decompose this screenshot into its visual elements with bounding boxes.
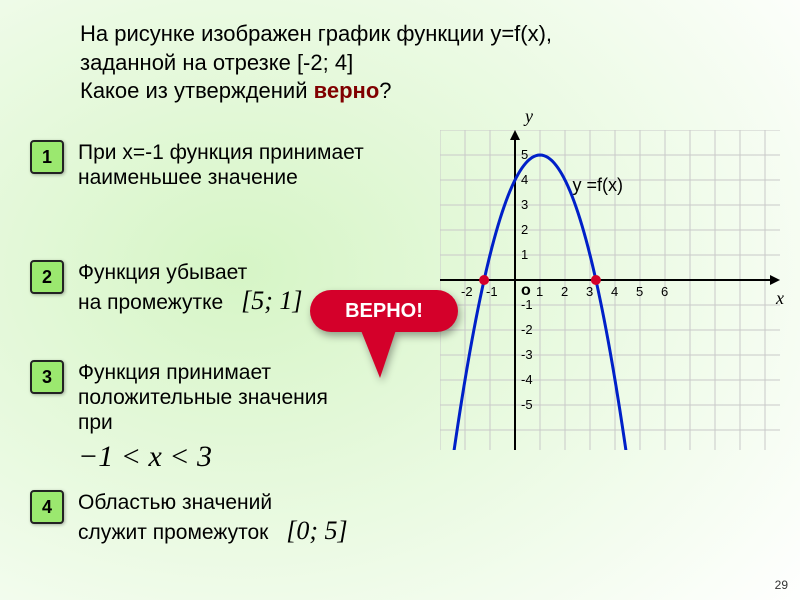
prompt-highlight: верно (314, 78, 380, 103)
prompt-line2: заданной на отрезке [-2; 4] (80, 50, 353, 75)
tick-label: 3 (586, 284, 593, 299)
tick-label: 3 (521, 197, 528, 212)
tick-label: 5 (521, 147, 528, 162)
option-button-4[interactable]: 4 (30, 490, 64, 524)
option-button-1[interactable]: 1 (30, 140, 64, 174)
tick-label: -4 (521, 372, 533, 387)
function-graph: -2-112345612345-1-2-3-4-5oyxy =f(x) (440, 130, 780, 450)
tick-label: o (521, 282, 531, 300)
option-text-1: При x=-1 функция принимаетнаименьшее зна… (78, 140, 364, 190)
tick-label: 4 (611, 284, 618, 299)
tick-label: 2 (521, 222, 528, 237)
option-text-3: Функция принимаетположительные значенияп… (78, 360, 328, 474)
option-1: 1 При x=-1 функция принимаетнаименьшее зн… (30, 140, 364, 190)
function-label: y =f(x) (573, 175, 624, 196)
option-button-2[interactable]: 2 (30, 260, 64, 294)
tick-label: -2 (521, 322, 533, 337)
option-text-2: Функция убываетна промежутке [5; 1] (78, 260, 302, 316)
prompt-line3a: Какое из утверждений (80, 78, 314, 103)
tick-label: 6 (661, 284, 668, 299)
option-3: 3 Функция принимаетположительные значения… (30, 360, 328, 474)
prompt-line1: На рисунке изображен график функции y=f(… (80, 21, 552, 46)
callout-tail (360, 318, 420, 388)
option-4: 4 Областью значенийслужит промежуток [0; … (30, 490, 348, 546)
x-axis-label: x (776, 288, 784, 309)
tick-label: 1 (521, 247, 528, 262)
tick-label: 4 (521, 172, 528, 187)
tick-label: -5 (521, 397, 533, 412)
y-axis-label: y (525, 106, 533, 127)
option-2: 2 Функция убываетна промежутке [5; 1] (30, 260, 302, 316)
page-number: 29 (775, 578, 788, 592)
tick-label: -1 (486, 284, 498, 299)
option-text-4: Областью значенийслужит промежуток [0; 5… (78, 490, 348, 546)
prompt-line3c: ? (379, 78, 391, 103)
tick-label: -3 (521, 347, 533, 362)
tick-label: 5 (636, 284, 643, 299)
tick-label: 1 (536, 284, 543, 299)
tick-label: 2 (561, 284, 568, 299)
tick-label: -2 (461, 284, 473, 299)
option-button-3[interactable]: 3 (30, 360, 64, 394)
question-prompt: На рисунке изображен график функции y=f(… (80, 20, 552, 106)
correct-callout: ВЕРНО! (310, 290, 458, 332)
